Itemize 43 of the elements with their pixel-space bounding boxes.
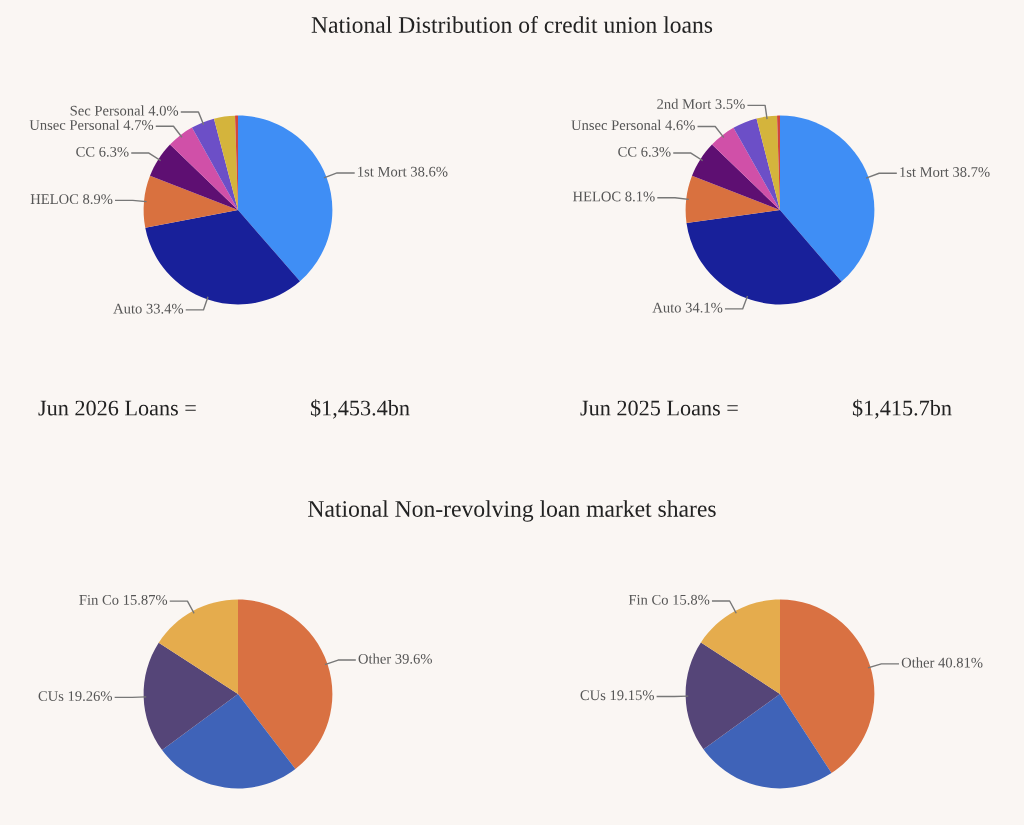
slice-label: Unsec Personal 4.6% bbox=[571, 119, 695, 131]
slice-label: CUs 19.26% bbox=[38, 691, 112, 702]
text: $1,453.4bn bbox=[310, 399, 410, 419]
pie-slice bbox=[143, 642, 238, 751]
slice-label: Sec Personal 4.0% bbox=[70, 105, 179, 116]
slice-label: CC 6.3% bbox=[76, 146, 129, 157]
pie-slice bbox=[780, 599, 875, 774]
pie-slice bbox=[780, 115, 875, 282]
pie-slice bbox=[685, 175, 780, 224]
slice-label: Auto 33.4% bbox=[113, 303, 184, 314]
pie-slice bbox=[170, 127, 238, 210]
pie-slice bbox=[143, 175, 238, 228]
pie-slice bbox=[692, 144, 780, 210]
slice-label: HELOC 8.9% bbox=[30, 194, 113, 205]
slice-label: Auto 34.1% bbox=[652, 302, 723, 313]
pie-slice bbox=[703, 694, 832, 789]
pie-slice bbox=[145, 210, 300, 305]
slice-label: 1st Mort 38.7% bbox=[900, 167, 990, 177]
slice-label: CC 6.3% bbox=[618, 146, 671, 157]
pie-slice bbox=[150, 144, 238, 210]
pie-slice bbox=[685, 642, 780, 750]
pie-slice bbox=[733, 118, 780, 210]
slice-label: CUs 19.15% bbox=[580, 690, 654, 701]
slice-label: 1st Mort 38.6% bbox=[358, 166, 448, 177]
text: National Non-revolving loan market shares bbox=[308, 500, 716, 522]
slice-label: Fin Co 15.8% bbox=[628, 594, 710, 605]
pie-slice bbox=[238, 115, 333, 282]
pie-slice bbox=[712, 127, 780, 210]
slice-label: Other 40.81% bbox=[901, 657, 983, 668]
slice-label: Unsec Personal 4.7% bbox=[29, 119, 154, 130]
text: Jun 2026 Loans = bbox=[38, 400, 196, 416]
text: $1,415.7bn bbox=[852, 399, 952, 419]
text: Jun 2025 Loans = bbox=[580, 400, 738, 416]
slice-label: 2nd Mort 3.5% bbox=[657, 98, 745, 110]
slice-label: Other 39.6% bbox=[358, 653, 432, 664]
pie-slice bbox=[238, 599, 333, 769]
pie-slice bbox=[192, 118, 238, 210]
pie-slice bbox=[213, 115, 238, 210]
slice-label: HELOC 8.1% bbox=[572, 191, 655, 202]
slice-label: Fin Co 15.87% bbox=[79, 594, 168, 605]
pie-slice bbox=[756, 115, 780, 210]
text: National Distribution of credit union loans bbox=[311, 16, 713, 33]
pie-slice bbox=[162, 694, 296, 789]
